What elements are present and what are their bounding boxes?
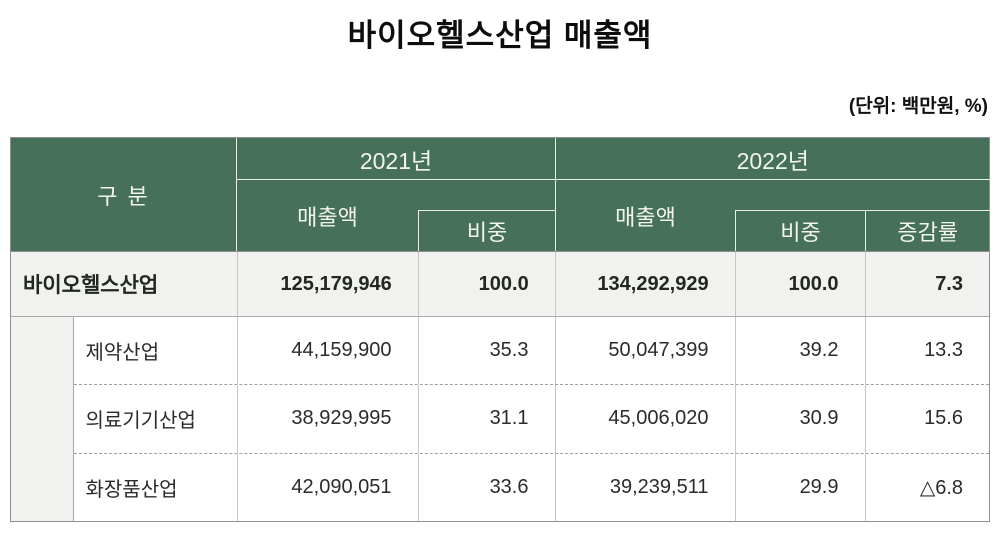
cell-2021-share: 35.3 — [417, 317, 555, 385]
cell-2022-share: 39.2 — [734, 317, 865, 385]
header-cell-share-2022-wrap: 비중 — [735, 180, 865, 251]
table-header: 구 분 2021년 2022년 매출액 비중 매출액 비중 증감률 — [11, 138, 990, 252]
header-cell-share-2021-wrap: 비중 — [418, 180, 555, 251]
header-cell-sales-2021: 매출액 — [297, 204, 358, 230]
row-label: 바이오헬스산업 — [23, 274, 159, 297]
cell-2021-share: 100.0 — [417, 252, 555, 316]
cell-2022-sales: 39,239,511 — [554, 453, 735, 521]
unit-note: (단위: 백만원, %) — [848, 96, 988, 117]
page-title: 바이오헬스산업 매출액 — [347, 18, 653, 53]
header-cell-group: 구 분 — [11, 138, 237, 251]
cell-2022-sales: 50,047,399 — [554, 317, 735, 385]
table-row: 화장품산업 42,090,051 33.6 39,239,511 29.9 △6… — [74, 453, 990, 521]
table-row: 의료기기산업 38,929,995 31.1 45,006,020 30.9 1… — [73, 385, 990, 454]
cell-2022-sales: 45,006,020 — [554, 385, 735, 453]
header-cell-share-2021: 비중 — [418, 210, 555, 251]
cell-2021-sales: 44,159,900 — [236, 317, 418, 385]
table-row: 제약산업 44,159,900 35.3 50,047,399 39.2 13.… — [73, 317, 990, 386]
cell-2022-sales: 134,292,929 — [554, 252, 735, 316]
cell-2022-share: 30.9 — [734, 385, 865, 453]
cell-2022-change: 7.3 — [864, 252, 989, 316]
cell-2022-share: 100.0 — [734, 252, 865, 316]
header-cell-sales-2022: 매출액 — [555, 180, 735, 251]
row-label: 화장품산업 — [85, 478, 178, 501]
sub-table: 제약산업 44,159,900 35.3 50,047,399 39.2 13.… — [73, 317, 990, 521]
sales-table: 구 분 2021년 2022년 매출액 비중 매출액 비중 증감률 바이오헬스산… — [10, 137, 990, 522]
cell-2021-share: 31.1 — [417, 385, 555, 453]
row-label: 의료기기산업 — [85, 410, 196, 433]
cell-2021-sales: 42,090,051 — [236, 453, 418, 521]
header-cell-change-2022: 증감률 — [865, 210, 990, 251]
cell-2021-share: 33.6 — [417, 453, 555, 521]
cell-2022-change: △6.8 — [864, 453, 990, 521]
cell-2022-share: 29.9 — [734, 453, 865, 521]
cell-2022-change: 13.3 — [864, 317, 990, 385]
header-cell-share-2022: 비중 — [735, 210, 865, 251]
sub-rows-section: 제약산업 44,159,900 35.3 50,047,399 39.2 13.… — [11, 317, 989, 521]
cell-2022-change: 15.6 — [864, 385, 990, 453]
indent-strip — [11, 317, 74, 521]
cell-2021-sales: 125,179,946 — [236, 252, 418, 316]
table-row-total: 바이오헬스산업 125,179,946 100.0 134,292,929 10… — [11, 252, 989, 317]
header-cell-year-2022: 2022년 — [555, 138, 990, 180]
cell-2021-sales: 38,929,995 — [236, 385, 418, 453]
header-cell-year-2021: 2021년 — [237, 138, 555, 180]
header-cell-change-2022-wrap: 증감률 — [865, 180, 990, 251]
row-label: 제약산업 — [85, 342, 160, 365]
